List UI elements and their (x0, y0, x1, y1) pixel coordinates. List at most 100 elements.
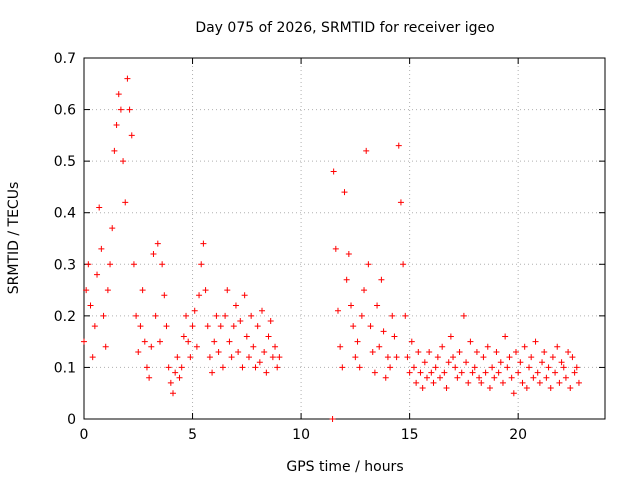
data-point (154, 240, 161, 247)
data-point (387, 364, 394, 371)
plot-frame (83, 57, 606, 420)
y-tick-label: 0.5 (54, 154, 76, 170)
x-tick-label: 0 (80, 427, 89, 443)
data-point (274, 364, 281, 371)
data-point (493, 348, 500, 355)
data-point (261, 348, 268, 355)
data-point (87, 302, 94, 309)
data-point (502, 333, 509, 340)
data-point (209, 369, 216, 376)
data-point (107, 261, 114, 268)
data-point (575, 379, 582, 386)
data-point (374, 302, 381, 309)
data-point (198, 261, 205, 268)
data-point (143, 364, 150, 371)
data-point (552, 369, 559, 376)
data-point (178, 364, 185, 371)
data-point (567, 385, 574, 392)
data-point (219, 364, 226, 371)
data-point (484, 343, 491, 350)
data-point (128, 132, 135, 139)
data-point (85, 261, 92, 268)
data-point (332, 245, 339, 252)
data-point (395, 142, 402, 149)
data-point (471, 364, 478, 371)
data-point (467, 338, 474, 345)
y-axis-title: SRMTID / TECUs (6, 182, 22, 295)
data-point (211, 338, 218, 345)
data-point (363, 147, 370, 154)
data-point (415, 348, 422, 355)
data-point (256, 359, 263, 366)
data-point (152, 312, 159, 319)
data-point (124, 75, 131, 82)
data-point (526, 364, 533, 371)
data-point (245, 354, 252, 361)
y-tick-label: 0.2 (54, 309, 76, 325)
data-point (348, 302, 355, 309)
data-point (81, 338, 87, 345)
y-tick-label: 0.4 (54, 206, 76, 222)
data-point (206, 354, 213, 361)
data-point (454, 374, 461, 381)
data-point (361, 287, 368, 294)
data-point (517, 359, 524, 366)
data-point (400, 261, 407, 268)
data-point (521, 343, 528, 350)
data-point (196, 292, 203, 299)
data-point (156, 338, 163, 345)
data-point (536, 379, 543, 386)
data-point (356, 364, 363, 371)
data-point (174, 354, 181, 361)
data-point (389, 312, 396, 319)
data-point (549, 354, 556, 361)
data-point (239, 364, 246, 371)
data-point (419, 385, 426, 392)
data-point (135, 348, 142, 355)
data-point (243, 333, 250, 340)
data-point (232, 302, 239, 309)
data-point (248, 312, 255, 319)
data-point (560, 364, 567, 371)
data-point (224, 287, 231, 294)
data-point (337, 343, 344, 350)
data-point (486, 385, 493, 392)
data-point (397, 199, 404, 206)
data-point (139, 287, 146, 294)
data-point (421, 359, 428, 366)
data-point (213, 312, 220, 319)
data-point (371, 369, 378, 376)
data-point (393, 354, 400, 361)
data-point (426, 348, 433, 355)
data-point (113, 122, 120, 129)
y-tick-label: 0 (67, 412, 76, 428)
data-point (445, 359, 452, 366)
data-point (504, 364, 511, 371)
y-tick-label: 0.7 (54, 51, 76, 67)
data-point (378, 276, 385, 283)
data-point (185, 338, 192, 345)
data-point (354, 338, 361, 345)
data-point (250, 343, 257, 350)
data-point (252, 364, 259, 371)
data-point (530, 374, 537, 381)
data-point (226, 338, 233, 345)
data-point (499, 379, 506, 386)
data-point (365, 261, 372, 268)
data-point (358, 312, 365, 319)
data-point (117, 106, 124, 113)
data-point (172, 369, 179, 376)
data-point (523, 385, 530, 392)
data-point (510, 390, 517, 397)
data-point (217, 323, 224, 330)
data-point (148, 343, 155, 350)
data-point (413, 379, 420, 386)
data-point (456, 348, 463, 355)
data-point (215, 348, 222, 355)
data-point (441, 369, 448, 376)
data-point (417, 369, 424, 376)
data-point (432, 364, 439, 371)
data-point (100, 312, 107, 319)
data-point (423, 374, 430, 381)
data-point (469, 369, 476, 376)
